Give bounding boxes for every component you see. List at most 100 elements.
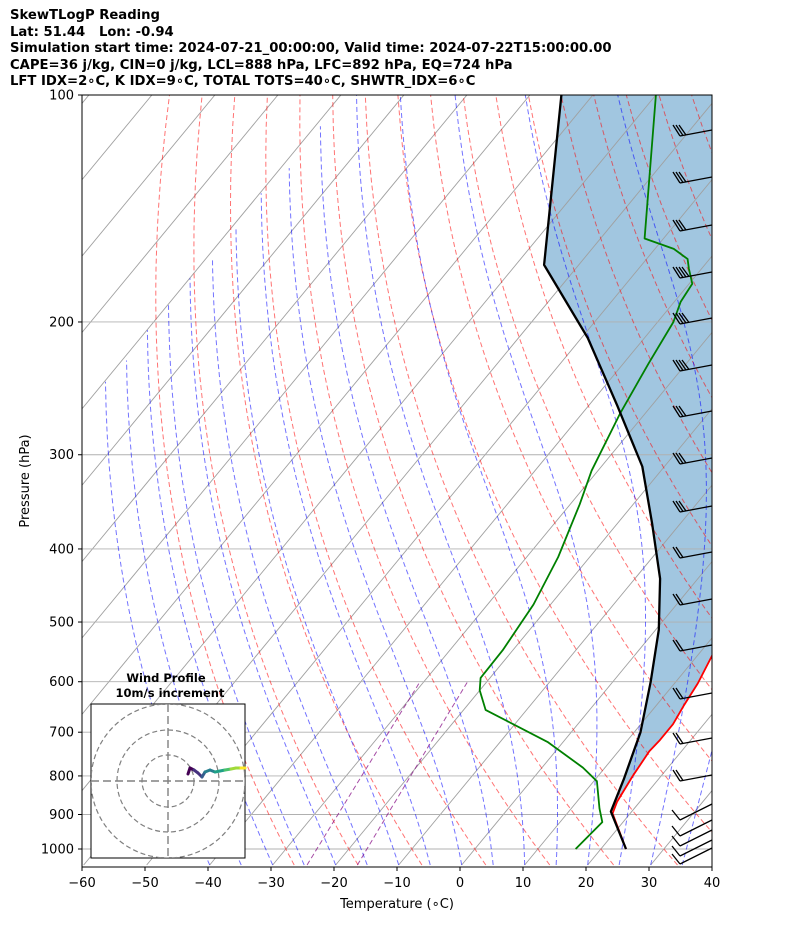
dry-adiabat	[229, 95, 423, 866]
y-tick-label: 700	[49, 726, 74, 741]
y-axis-label: Pressure (hPa)	[18, 434, 33, 527]
dry-adiabat	[757, 95, 794, 865]
barb-shaft	[679, 551, 713, 559]
barb-flag	[675, 593, 684, 605]
cape-area	[544, 95, 712, 811]
barb-flag	[678, 312, 687, 324]
wind-barb	[671, 819, 713, 837]
wind-barb	[671, 847, 713, 865]
barb-flag	[671, 809, 681, 821]
wind-barb	[672, 219, 713, 232]
barb-flag	[671, 845, 681, 857]
barb-flag	[672, 546, 681, 559]
index-line: LFT IDX=2∘C, K IDX=9∘C, TOTAL TOTS=40∘C,…	[10, 74, 476, 90]
y-tick-label: 900	[49, 808, 74, 823]
barb-flag	[672, 732, 681, 745]
moist-adiabat	[288, 168, 463, 866]
wind-barb	[672, 593, 713, 606]
isotherm-line	[461, 560, 712, 866]
barb-flag	[672, 312, 681, 325]
isotherm-line	[82, 95, 90, 105]
wind-barb	[672, 732, 713, 745]
isotherm-line	[82, 95, 468, 563]
barb-flag	[675, 359, 684, 371]
y-tick-label: 300	[49, 448, 74, 463]
barb-flag	[672, 500, 681, 513]
dry-adiabat	[397, 95, 712, 833]
dry-adiabat	[265, 95, 487, 866]
moist-adiabat	[168, 305, 305, 866]
inset-title: Wind Profile	[126, 671, 206, 685]
wind-barb	[672, 639, 713, 652]
time-line: Simulation start time: 2024-07-21_00:00:…	[10, 41, 612, 57]
barb-flag	[672, 769, 681, 782]
barb-flag	[675, 452, 684, 464]
chart-header: SkewTLogP Reading Lat: 51.44 Lon: -0.94 …	[10, 8, 612, 91]
isotherm-line	[272, 331, 712, 866]
dry-adiabat	[495, 95, 712, 620]
barb-shaft	[679, 692, 713, 700]
barb-flag	[672, 639, 681, 652]
x-tick-label: −50	[131, 876, 158, 891]
barb-flag	[675, 732, 684, 744]
barb-shaft	[679, 819, 713, 837]
wind-barb	[671, 829, 713, 847]
x-tick-label: 40	[704, 876, 721, 891]
y-tick-label: 1000	[41, 843, 74, 858]
barb-flag	[681, 312, 690, 323]
isotherm-line	[82, 95, 342, 410]
wind-barb	[672, 171, 713, 184]
isotherm-line	[335, 408, 712, 866]
barb-flag	[681, 359, 690, 370]
dry-adiabat	[430, 95, 712, 762]
barb-flag	[678, 500, 687, 512]
wind-barb	[671, 839, 713, 857]
wind-barb	[672, 546, 713, 559]
barb-flag	[672, 452, 681, 465]
temperature-line	[611, 651, 712, 850]
barb-flag	[672, 405, 681, 418]
wind-barb	[672, 312, 713, 325]
y-tick-label: 400	[49, 542, 74, 557]
wind-barb	[671, 803, 713, 821]
isotherm-line	[82, 95, 531, 639]
x-tick-label: −60	[68, 876, 95, 891]
barb-flag	[671, 825, 681, 837]
moist-adiabat	[319, 126, 494, 866]
x-tick-label: −40	[194, 876, 221, 891]
dry-adiabats	[155, 95, 794, 866]
parcel-profile-line	[542, 95, 662, 850]
y-tick-label: 600	[49, 675, 74, 690]
wind-barb	[672, 769, 713, 782]
dry-adiabat	[193, 95, 359, 866]
isotherm-line	[146, 179, 712, 866]
wind-barb	[672, 687, 713, 700]
barb-flag	[678, 452, 687, 464]
barb-flag	[671, 853, 681, 865]
isotherm-line	[82, 95, 594, 715]
isotherm-line	[714, 95, 794, 865]
dewpoint-line	[478, 95, 694, 850]
barb-flag	[675, 687, 684, 699]
moist-adiabat	[212, 258, 368, 866]
barb-flag	[675, 171, 684, 183]
barb-flag	[672, 687, 681, 700]
moist-adiabat	[524, 95, 646, 866]
y-tick-label: 500	[49, 616, 74, 631]
barb-shaft	[679, 737, 713, 745]
barb-flag	[672, 266, 681, 279]
barb-flag	[675, 124, 684, 136]
barb-flag	[675, 266, 684, 278]
x-axis-ticks: −60 −50 −40 −30 −20 −10 0 10 20 30 40	[68, 867, 720, 891]
barb-flag	[672, 359, 681, 372]
x-tick-label: −30	[257, 876, 284, 891]
barb-flag	[675, 546, 684, 558]
dry-adiabat	[299, 95, 551, 866]
moist-adiabat	[356, 95, 526, 866]
dry-adiabat	[332, 95, 614, 866]
barb-flag	[681, 266, 690, 277]
title-line: SkewTLogP Reading	[10, 8, 160, 23]
barb-flag	[675, 639, 684, 651]
barb-flag	[675, 219, 684, 231]
dry-adiabat	[724, 95, 794, 865]
